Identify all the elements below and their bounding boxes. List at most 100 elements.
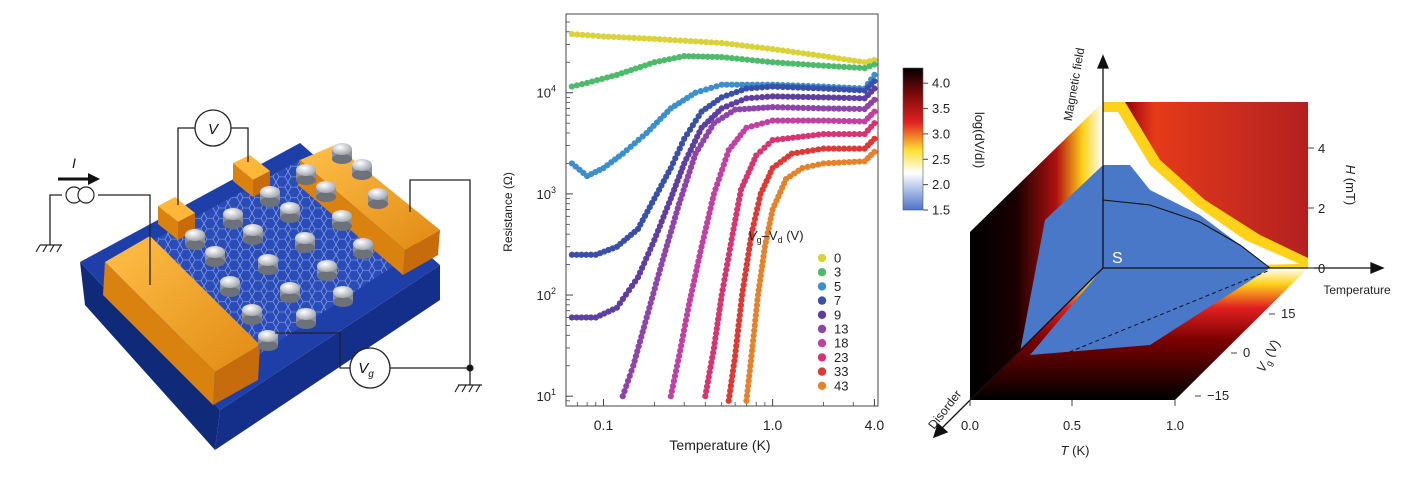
data-point xyxy=(789,60,797,67)
tin-island xyxy=(260,186,280,207)
data-point xyxy=(711,340,718,347)
data-point xyxy=(866,63,873,70)
data-point xyxy=(641,35,648,42)
data-point xyxy=(589,32,597,39)
data-point xyxy=(651,59,658,66)
colorbar-tick-label: 2.5 xyxy=(932,152,950,167)
data-point xyxy=(820,160,827,167)
data-point xyxy=(756,282,763,289)
data-point xyxy=(600,33,607,40)
data-point xyxy=(721,276,728,283)
tin-island xyxy=(258,330,278,351)
data-point xyxy=(669,224,676,231)
data-point xyxy=(752,312,759,319)
data-point xyxy=(830,145,837,152)
data-point xyxy=(805,61,812,68)
data-point xyxy=(759,58,766,65)
data-point xyxy=(727,241,734,248)
data-point xyxy=(718,94,725,101)
data-point xyxy=(741,105,748,113)
data-point xyxy=(717,171,724,178)
tin-island xyxy=(185,229,205,250)
legend-marker xyxy=(817,253,827,263)
data-point xyxy=(754,291,762,299)
series-3 xyxy=(568,53,878,90)
data-point xyxy=(722,271,729,278)
t-tick-label: 1.0 xyxy=(1166,418,1184,433)
data-point xyxy=(726,246,733,253)
bottom-face-blue xyxy=(1030,268,1270,355)
data-point xyxy=(779,93,786,100)
data-point xyxy=(871,61,878,68)
data-point xyxy=(753,94,760,101)
data-point xyxy=(671,372,679,380)
legend-item: 13 xyxy=(817,322,848,337)
phase-diagram-3d: S Magnetic field Temperature Disorder 42… xyxy=(925,47,1391,458)
data-point xyxy=(692,272,699,279)
data-point xyxy=(568,314,575,321)
vg-axis-ticks: 15 0 −15 xyxy=(1195,306,1295,403)
vg-tick-label: −15 xyxy=(1207,388,1229,403)
data-point xyxy=(745,251,752,258)
data-point xyxy=(753,84,760,91)
data-point xyxy=(840,117,848,125)
legend-label: 5 xyxy=(834,279,841,294)
data-point xyxy=(794,149,801,156)
data-point xyxy=(666,56,673,63)
data-point xyxy=(769,83,776,90)
data-point xyxy=(815,117,822,124)
data-point xyxy=(622,291,630,298)
data-point xyxy=(573,82,581,89)
data-point xyxy=(671,55,678,62)
data-point xyxy=(722,156,729,164)
data-point xyxy=(659,256,666,263)
data-point xyxy=(638,333,645,340)
data-point xyxy=(815,62,822,69)
data-point xyxy=(820,105,827,112)
data-point xyxy=(733,88,740,96)
data-point xyxy=(712,330,720,337)
data-point xyxy=(738,291,746,299)
data-point xyxy=(830,63,837,70)
tin-island xyxy=(352,159,372,180)
h-axis-ticks: 4 2 0 xyxy=(1308,141,1325,276)
data-series xyxy=(568,30,878,404)
data-point xyxy=(674,205,681,212)
data-point xyxy=(736,196,743,203)
voltmeter-label: V xyxy=(208,121,220,138)
data-point xyxy=(644,309,652,316)
data-point xyxy=(840,56,848,63)
data-point xyxy=(703,388,710,395)
data-point xyxy=(830,105,837,112)
data-point xyxy=(690,53,697,60)
ground-icon-left xyxy=(35,244,62,253)
plot-frame xyxy=(565,13,879,407)
data-point xyxy=(681,135,688,142)
data-point xyxy=(623,382,630,390)
data-point xyxy=(846,158,853,166)
data-point xyxy=(748,123,755,130)
data-point xyxy=(729,231,736,238)
data-point xyxy=(710,344,718,352)
colorbar-tick-label: 1.5 xyxy=(932,203,950,218)
data-point xyxy=(667,393,674,400)
tin-island xyxy=(242,304,262,325)
data-point xyxy=(733,211,740,218)
data-point xyxy=(856,95,863,102)
data-point xyxy=(724,256,732,263)
data-point xyxy=(725,397,732,404)
data-point xyxy=(805,104,812,112)
legend-item: 3 xyxy=(817,265,841,280)
data-point xyxy=(769,59,776,66)
data-point xyxy=(731,221,738,228)
data-point xyxy=(723,40,730,47)
data-point xyxy=(692,89,699,96)
data-point xyxy=(769,45,776,53)
gate-voltage-label: Vg xyxy=(358,360,374,380)
legend-marker xyxy=(817,296,827,305)
data-point xyxy=(794,60,802,68)
data-point xyxy=(764,229,771,236)
data-point xyxy=(846,118,853,125)
data-point xyxy=(871,108,878,115)
data-point xyxy=(846,105,853,112)
